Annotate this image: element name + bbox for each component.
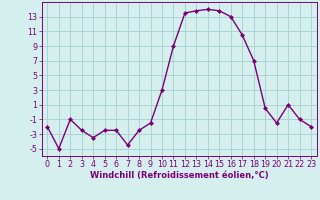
X-axis label: Windchill (Refroidissement éolien,°C): Windchill (Refroidissement éolien,°C)	[90, 171, 268, 180]
